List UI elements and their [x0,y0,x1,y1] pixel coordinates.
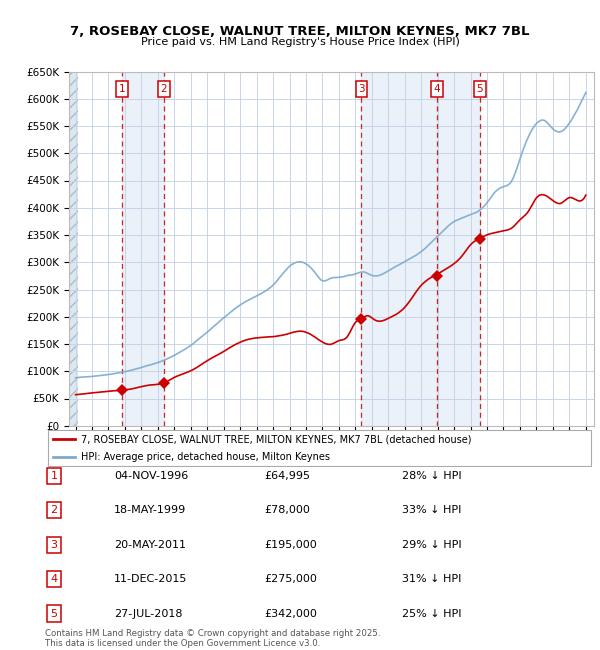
Text: 33% ↓ HPI: 33% ↓ HPI [402,505,461,515]
Text: 2: 2 [161,84,167,94]
Text: £64,995: £64,995 [264,471,310,481]
Text: 7, ROSEBAY CLOSE, WALNUT TREE, MILTON KEYNES, MK7 7BL: 7, ROSEBAY CLOSE, WALNUT TREE, MILTON KE… [70,25,530,38]
Text: 2: 2 [50,505,58,515]
Bar [361,72,437,426]
Bar [437,72,480,426]
Text: 27-JUL-2018: 27-JUL-2018 [114,608,182,619]
Text: 31% ↓ HPI: 31% ↓ HPI [402,574,461,584]
Text: 3: 3 [358,84,365,94]
Text: 18-MAY-1999: 18-MAY-1999 [114,505,186,515]
Text: 04-NOV-1996: 04-NOV-1996 [114,471,188,481]
Text: HPI: Average price, detached house, Milton Keynes: HPI: Average price, detached house, Milt… [80,452,329,462]
Text: Price paid vs. HM Land Registry's House Price Index (HPI): Price paid vs. HM Land Registry's House … [140,37,460,47]
Text: 1: 1 [119,84,125,94]
Text: 29% ↓ HPI: 29% ↓ HPI [402,540,461,550]
Text: 11-DEC-2015: 11-DEC-2015 [114,574,187,584]
Text: £195,000: £195,000 [264,540,317,550]
Text: 25% ↓ HPI: 25% ↓ HPI [402,608,461,619]
Text: 4: 4 [433,84,440,94]
Text: 28% ↓ HPI: 28% ↓ HPI [402,471,461,481]
Text: 4: 4 [50,574,58,584]
Text: £342,000: £342,000 [264,608,317,619]
Bar [122,72,164,426]
Text: Contains HM Land Registry data © Crown copyright and database right 2025.
This d: Contains HM Land Registry data © Crown c… [45,629,380,648]
Text: 5: 5 [50,608,58,619]
Text: 7, ROSEBAY CLOSE, WALNUT TREE, MILTON KEYNES, MK7 7BL (detached house): 7, ROSEBAY CLOSE, WALNUT TREE, MILTON KE… [80,434,471,444]
FancyBboxPatch shape [48,430,591,466]
Text: 3: 3 [50,540,58,550]
Text: £78,000: £78,000 [264,505,310,515]
Text: £275,000: £275,000 [264,574,317,584]
Text: 5: 5 [476,84,483,94]
Text: 1: 1 [50,471,58,481]
Bar [69,72,78,426]
Text: 20-MAY-2011: 20-MAY-2011 [114,540,186,550]
